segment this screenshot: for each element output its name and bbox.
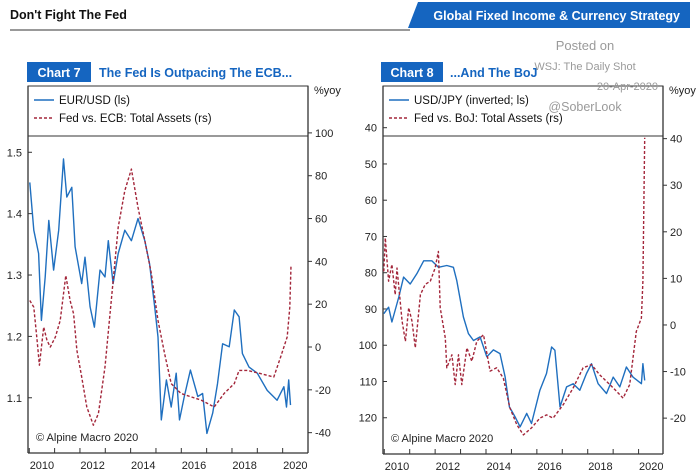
x-tick-label: 2020 (283, 460, 307, 472)
x-tick-label: 2014 (131, 460, 155, 472)
left-y-tick-label: 90 (365, 304, 377, 316)
right-y-tick-label: -40 (315, 428, 331, 440)
left-y-tick-label: 1.5 (7, 147, 22, 159)
page-title: Don't Fight The Fed (10, 8, 127, 22)
watermark-date: 20-Apr-2020 (597, 81, 658, 93)
right-y-tick-label: 20 (670, 227, 682, 239)
legend-label: Fed vs. BoJ: Total Assets (rs) (414, 113, 563, 125)
right-y-tick-label: 0 (670, 320, 676, 332)
x-tick-label: 2014 (486, 461, 510, 473)
legend-label: EUR/USD (ls) (59, 95, 130, 107)
x-tick-label: 2012 (436, 461, 460, 473)
fx-rate-series-line (383, 260, 646, 428)
chart7-label: Chart 7 (37, 66, 80, 80)
chart7-title: The Fed Is Outpacing The ECB... (99, 66, 292, 80)
left-y-tick-label: 100 (359, 340, 377, 352)
left-y-tick-label: 50 (365, 159, 377, 171)
right-y-tick-label: 40 (670, 134, 682, 146)
left-y-tick-label: 60 (365, 195, 377, 207)
chart8: 2010 2012 2014 2016 2018 20204050607080901001… (359, 85, 697, 473)
left-y-tick-label: 120 (359, 413, 377, 425)
right-y-tick-label: -20 (315, 385, 331, 397)
right-y-tick-label: 10 (670, 273, 682, 285)
balance-sheet-series-line (383, 137, 646, 436)
balance-sheet-series-line (29, 168, 292, 426)
x-tick-label: 2010 (30, 460, 54, 472)
legend-label: USD/JPY (inverted; ls) (414, 95, 529, 107)
fx-rate-series-line (29, 158, 292, 435)
x-tick-label: 2016 (182, 460, 206, 472)
copyright-note: © Alpine Macro 2020 (391, 433, 493, 445)
right-y-tick-label: 0 (315, 342, 321, 354)
left-y-tick-label: 70 (365, 231, 377, 243)
right-y-tick-label: 60 (315, 214, 327, 226)
right-y-tick-label: 100 (315, 128, 333, 140)
right-y-tick-label: 20 (315, 299, 327, 311)
right-axis-unit: %yoy (669, 85, 696, 97)
x-tick-label: 2016 (537, 461, 561, 473)
left-y-tick-label: 1.4 (7, 209, 22, 221)
x-tick-label: 2018 (232, 460, 256, 472)
right-y-tick-label: 80 (315, 171, 327, 183)
left-y-tick-label: 40 (365, 123, 377, 135)
x-tick-label: 2020 (639, 461, 663, 473)
right-y-tick-label: 40 (315, 256, 327, 268)
watermark-source: WSJ: The Daily Shot (534, 61, 635, 73)
left-y-tick-label: 110 (359, 376, 377, 388)
chart7-label-box (27, 62, 91, 82)
right-y-tick-label: 30 (670, 180, 682, 192)
legend-box (27, 85, 309, 137)
x-tick-label: 2018 (588, 461, 612, 473)
x-tick-label: 2010 (385, 461, 409, 473)
watermark-posted-on: Posted on (556, 38, 615, 53)
header-banner (408, 2, 690, 28)
left-y-tick-label: 1.3 (7, 270, 22, 282)
chart7: 2010 2012 2014 2016 2018 2020 1.1 1.2 1.3 1.4 1.5 -… (7, 85, 342, 472)
left-y-tick-label: 1.1 (7, 393, 22, 405)
header-banner-text: Global Fixed Income & Currency Strategy (433, 9, 680, 23)
legend-label: Fed vs. ECB: Total Assets (rs) (59, 113, 212, 125)
watermark-handle: @SoberLook (548, 100, 622, 114)
copyright-note: © Alpine Macro 2020 (36, 432, 138, 444)
right-axis-unit: %yoy (314, 85, 341, 97)
left-y-tick-label: 80 (365, 268, 377, 280)
chart8-label-box (381, 62, 443, 82)
chart8-title: ...And The BoJ (450, 66, 538, 80)
x-tick-label: 2012 (80, 460, 104, 472)
right-y-tick-label: -20 (670, 413, 686, 425)
left-y-tick-label: 1.2 (7, 331, 22, 343)
chart8-label: Chart 8 (390, 66, 433, 80)
legend-box (382, 85, 664, 137)
right-y-tick-label: -10 (670, 367, 686, 379)
